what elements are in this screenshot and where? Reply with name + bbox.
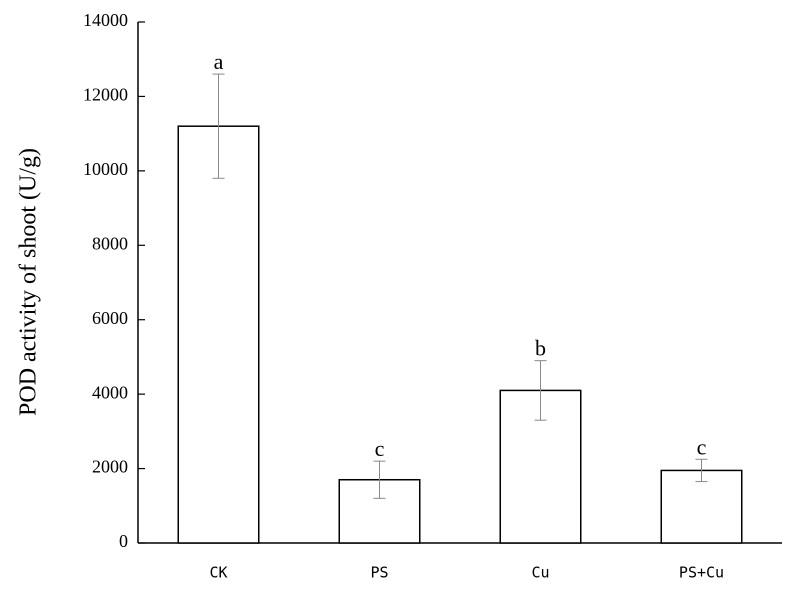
- error-bar: [212, 73, 225, 179]
- error-bar: [534, 360, 547, 421]
- x-tick-label: Cu: [531, 564, 549, 582]
- y-tick-label: 6000: [92, 308, 128, 328]
- y-tick-label: 0: [119, 531, 128, 551]
- y-tick-label: 8000: [92, 233, 128, 253]
- x-tick-label: CK: [209, 564, 227, 582]
- y-tick-label: 14000: [83, 10, 128, 30]
- y-tick-label: 12000: [83, 85, 128, 105]
- significance-letter: c: [375, 436, 385, 461]
- bar: [660, 469, 743, 544]
- y-tick-label: 2000: [92, 457, 128, 477]
- error-bar: [695, 458, 708, 483]
- significance-letter: a: [214, 49, 224, 74]
- x-tick-label: PS+Cu: [679, 564, 724, 582]
- significance-letter: b: [535, 336, 546, 361]
- y-axis-label: POD activity of shoot (U/g): [16, 148, 42, 416]
- x-tick-label: PS: [370, 564, 388, 582]
- y-tick-label: 4000: [92, 382, 128, 402]
- y-tick-label: 10000: [83, 159, 128, 179]
- bar: [338, 478, 421, 544]
- bar: [177, 125, 260, 544]
- significance-letter: c: [697, 434, 707, 459]
- error-bar: [373, 460, 386, 499]
